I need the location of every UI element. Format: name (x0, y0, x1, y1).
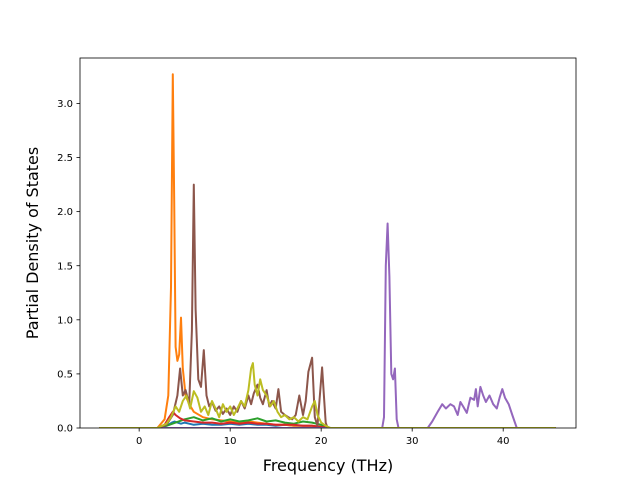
y-tick-label: 2.5 (57, 153, 73, 164)
y-tick-label: 2.0 (57, 207, 73, 218)
x-tick-label: 20 (315, 436, 328, 447)
x-tick-label: 30 (406, 436, 419, 447)
plot-area (79, 57, 577, 429)
x-axis-ticks: 0 10 20 30 40 (136, 428, 510, 447)
y-axis-ticks: 0.0 0.5 1.0 1.5 2.0 2.5 3.0 (57, 99, 80, 435)
x-axis-label: Frequency (THz) (263, 456, 393, 475)
x-tick-label: 40 (497, 436, 510, 447)
series-line-7 (99, 362, 557, 428)
y-tick-label: 1.0 (57, 315, 73, 326)
series-layer (99, 73, 557, 428)
series-line-6 (99, 183, 557, 428)
y-tick-label: 3.0 (57, 99, 73, 110)
axes-frame (79, 57, 577, 429)
x-tick-label: 0 (136, 436, 142, 447)
y-tick-label: 0.0 (57, 424, 73, 435)
y-tick-label: 0.5 (57, 370, 73, 381)
series-line-3 (99, 416, 557, 428)
y-axis-label: Partial Density of States (23, 147, 42, 339)
series-line-5 (99, 222, 557, 428)
x-tick-label: 10 (224, 436, 237, 447)
y-tick-label: 1.5 (57, 261, 73, 272)
